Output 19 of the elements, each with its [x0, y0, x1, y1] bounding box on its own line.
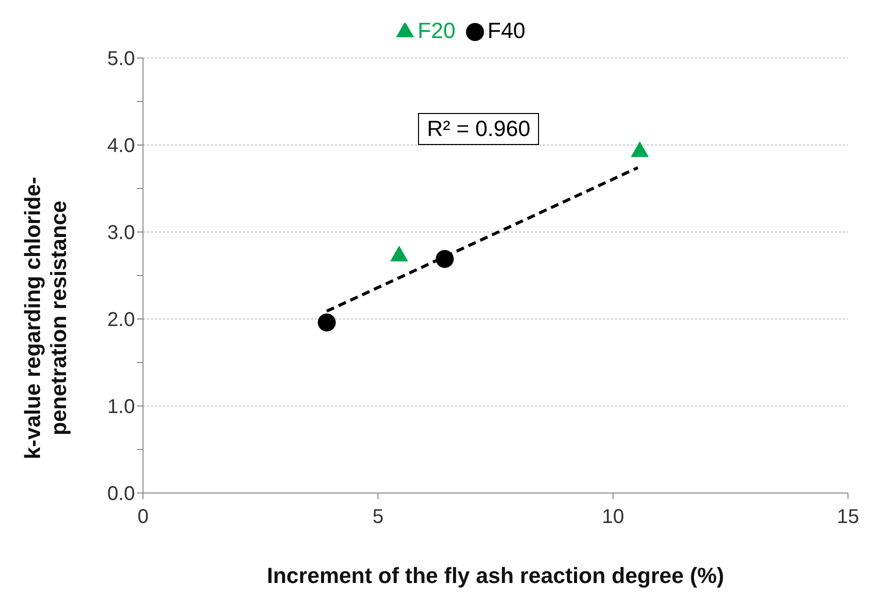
point [630, 141, 649, 157]
point [318, 313, 336, 332]
x-tick-label: 5 [372, 506, 384, 528]
x-axis-title: Increment of the fly ash reaction degree (%) [266, 563, 724, 588]
y-axis-title: k-value regarding chloride-penetration resistance [20, 176, 72, 460]
legend-label: F20 [418, 18, 456, 43]
x-tick-label: 0 [137, 506, 149, 528]
y-tick-label: 0.0 [107, 483, 135, 506]
y-tick-label: 1.0 [107, 396, 135, 418]
x-tick-label: 15 [836, 506, 860, 528]
point [390, 246, 408, 262]
y-tick-label: 5.0 [107, 48, 135, 70]
y-tick-label: 2.0 [107, 309, 135, 332]
y-tick-label: 3.0 [107, 222, 135, 244]
legend-label: F40 [488, 18, 526, 43]
annotation: R² = 0.960 [418, 113, 540, 145]
point [436, 250, 454, 268]
x-tick-label: 10 [602, 506, 624, 528]
y-tick-label: 4.0 [107, 135, 135, 158]
